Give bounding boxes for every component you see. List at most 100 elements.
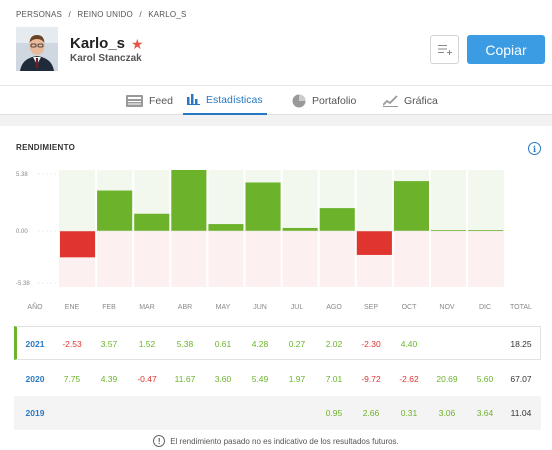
month-cell: 3.06 [438, 408, 456, 418]
table-header: AÑO ENE FEB MAR ABR MAY JUN JUL AGO SEP OCT NOV DIC T… [0, 304, 552, 320]
avatar[interactable] [16, 27, 58, 71]
tab-feed[interactable]: Feed [126, 86, 173, 115]
table-row[interactable]: 2019 0.95 2.66 0.31 3.06 3.64 11.04 [14, 396, 541, 430]
month-cell: 2.02 [325, 339, 343, 349]
star-icon: ★ [131, 35, 144, 52]
copy-button[interactable]: Copiar [467, 35, 545, 64]
disclaimer-text: El rendimiento pasado no es indicativo d… [170, 436, 399, 446]
y-tick-label: 0.00 [16, 229, 28, 235]
column-header: ABR [177, 304, 193, 311]
total-cell: 11.04 [510, 408, 532, 418]
month-cell: 5.38 [176, 339, 194, 349]
y-tick-label: 5.38 [16, 172, 28, 178]
performance-chart: 5.38 0.00 -5.38 [16, 170, 505, 287]
breadcrumb-sep: / [68, 10, 71, 19]
month-cell: 5.60 [476, 374, 494, 384]
bar-jun [245, 182, 281, 231]
warning-icon: ! [153, 435, 166, 447]
performance-card: RENDIMIENTO i 5.38 0.00 -5.38 AÑO ENE FEB MAR… [0, 126, 552, 450]
month-cell: -9.72 [361, 374, 381, 384]
bar-dic [468, 230, 504, 231]
tab-label: Estadísticas [206, 93, 263, 106]
tab-label: Feed [149, 94, 173, 107]
total-cell: 18.25 [510, 339, 532, 349]
username: Karlo_s [70, 35, 126, 52]
column-header: JUN [253, 304, 267, 311]
month-cell: 1.97 [288, 374, 306, 384]
add-to-list-icon [437, 44, 452, 55]
column-header: JUL [290, 304, 304, 311]
tab-label: Gráfica [404, 94, 438, 107]
bar-feb [97, 190, 133, 231]
tab-bar: Feed Estadísticas Portafolio Gráfica [0, 85, 552, 115]
tab-label: Portafolio [312, 94, 357, 107]
year-cell: 2020 [25, 374, 45, 384]
month-cell: 5.49 [251, 374, 269, 384]
bar-sep [356, 231, 392, 255]
month-cell: 7.75 [63, 374, 81, 384]
total-cell: 67.07 [510, 374, 532, 384]
column-header: MAR [139, 304, 155, 311]
year-cell: 2019 [25, 408, 45, 418]
breadcrumb-people[interactable]: PERSONAS [16, 10, 63, 19]
month-cell: 7.01 [325, 374, 343, 384]
section-title: RENDIMIENTO [16, 143, 76, 152]
column-header: TOTAL [510, 304, 532, 311]
month-cell: -2.30 [361, 339, 381, 349]
tab-stats[interactable]: Estadísticas [183, 86, 267, 115]
month-cell: 11.67 [174, 374, 196, 384]
bar-may [208, 224, 244, 231]
month-cell: 4.40 [400, 339, 418, 349]
month-cell: 2.66 [362, 408, 380, 418]
month-cell: 0.61 [214, 339, 232, 349]
name-row: Karlo_s ★ [70, 35, 144, 52]
month-cell: -0.47 [137, 374, 157, 384]
line-chart-icon [383, 94, 398, 107]
column-header: SEP [363, 304, 378, 311]
month-cell: 20.69 [436, 374, 458, 384]
bar-ene [60, 231, 96, 258]
month-cell: 4.39 [100, 374, 118, 384]
breadcrumb-sep: / [139, 10, 142, 19]
y-tick-label: -5.38 [16, 281, 30, 287]
month-cell: 3.57 [100, 339, 118, 349]
bar-abr [171, 170, 207, 231]
table-row[interactable]: 2020 7.75 4.39 -0.47 11.67 3.60 5.49 1.97 7.01 -9… [14, 362, 541, 396]
month-cell: 0.95 [325, 408, 343, 418]
watchlist-button[interactable] [430, 35, 459, 64]
month-cell: 0.31 [400, 408, 418, 418]
bar-ago [319, 208, 355, 231]
table-row[interactable]: 2021 -2.53 3.57 1.52 5.38 0.61 4.28 0.27 2.02 -2.… [14, 326, 541, 360]
column-header: OCT [401, 304, 417, 311]
month-cell: 3.60 [214, 374, 232, 384]
tab-portfolio[interactable]: Portafolio [292, 86, 356, 115]
bar-mar [134, 213, 170, 231]
column-header: AGO [326, 304, 342, 311]
column-header: AÑO [27, 304, 43, 311]
month-cell: 1.52 [138, 339, 156, 349]
profile-header: PERSONAS / REINO UNIDO / KARLO_S Karlo_s… [0, 0, 552, 85]
info-icon[interactable]: i [528, 142, 541, 155]
disclaimer: ! El rendimiento pasado no es indicativo… [0, 435, 552, 447]
stats-icon [187, 94, 200, 105]
feed-icon [126, 94, 143, 107]
column-header: DIC [478, 304, 492, 311]
tab-chart[interactable]: Gráfica [383, 86, 438, 115]
bar-nov [431, 230, 467, 231]
column-header: NOV [439, 304, 455, 311]
bar-jul [282, 227, 318, 231]
month-cell: 3.64 [476, 408, 494, 418]
bar-oct [393, 181, 429, 231]
month-cell: 0.27 [288, 339, 306, 349]
month-cell: 4.28 [251, 339, 269, 349]
breadcrumb-country[interactable]: REINO UNIDO [77, 10, 133, 19]
month-cell: -2.62 [399, 374, 419, 384]
pie-icon [292, 94, 306, 107]
column-header: FEB [102, 304, 116, 311]
year-cell: 2021 [25, 339, 45, 349]
full-name: Karol Stanczak [70, 53, 142, 64]
month-cell: -2.53 [62, 339, 82, 349]
column-header: ENE [64, 304, 80, 311]
breadcrumb-user: KARLO_S [148, 10, 187, 19]
column-header: MAY [215, 304, 231, 311]
